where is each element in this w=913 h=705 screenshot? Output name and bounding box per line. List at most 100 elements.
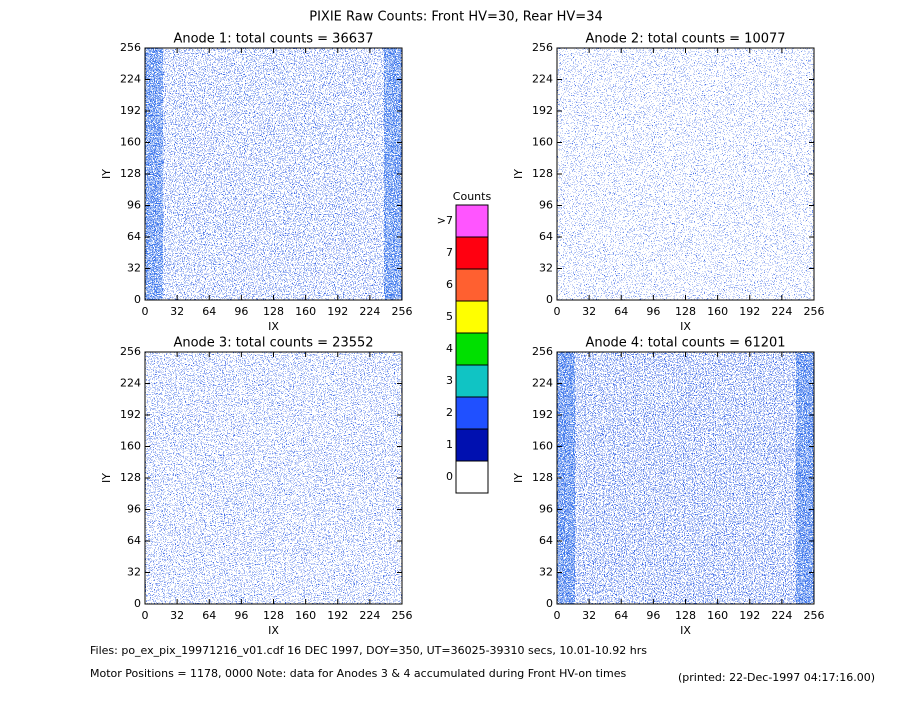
- colorbar-label: 3: [446, 374, 453, 387]
- colorbar-label: >7: [437, 214, 453, 227]
- y-tick-label: 64: [127, 230, 141, 243]
- colorbar-swatch: [455, 428, 489, 462]
- x-tick-label: 256: [804, 609, 825, 622]
- y-tick-label: 128: [120, 167, 141, 180]
- y-tick-label: 64: [127, 534, 141, 547]
- y-tick-label: 0: [546, 597, 553, 610]
- colorbar-label: 1: [446, 438, 453, 451]
- y-tick-label: 160: [120, 136, 141, 149]
- y-tick-label: 0: [134, 597, 141, 610]
- y-tick-label: 32: [127, 566, 141, 579]
- y-tick-label: 32: [539, 566, 553, 579]
- x-tick-label: 256: [392, 609, 413, 622]
- colorbar-swatch: [455, 204, 489, 238]
- colorbar-swatch: [455, 364, 489, 398]
- x-tick-label: 128: [675, 305, 696, 318]
- y-tick-label: 0: [134, 293, 141, 306]
- x-tick-label: 32: [582, 609, 596, 622]
- x-tick-label: 64: [614, 305, 628, 318]
- heatmap-texture: [145, 352, 402, 604]
- x-tick-label: 160: [707, 609, 728, 622]
- x-tick-label: 128: [675, 609, 696, 622]
- panel-title: Anode 2: total counts = 10077: [585, 32, 785, 47]
- y-tick-label: 192: [532, 104, 553, 117]
- x-tick-label: 96: [646, 609, 660, 622]
- y-tick-label: 0: [546, 293, 553, 306]
- footer-note: Motor Positions = 1178, 0000 Note: data …: [90, 667, 626, 680]
- x-axis-label: IX: [680, 624, 691, 637]
- x-tick-label: 192: [327, 609, 348, 622]
- y-tick-label: 256: [120, 41, 141, 54]
- heatmap-texture: [557, 352, 814, 604]
- x-tick-label: 224: [771, 305, 792, 318]
- x-tick-label: 192: [739, 609, 760, 622]
- y-tick-label: 192: [120, 408, 141, 421]
- colorbar-title: Counts: [453, 190, 492, 203]
- page-title: PIXIE Raw Counts: Front HV=30, Rear HV=3…: [309, 10, 603, 25]
- x-tick-label: 256: [804, 305, 825, 318]
- x-tick-label: 96: [646, 305, 660, 318]
- x-tick-label: 96: [234, 609, 248, 622]
- x-axis-label: IX: [680, 320, 691, 333]
- colorbar-swatch: [455, 300, 489, 334]
- y-tick-label: 96: [539, 199, 553, 212]
- y-tick-label: 32: [539, 262, 553, 275]
- colorbar-label: 7: [446, 246, 453, 259]
- y-tick-label: 64: [539, 230, 553, 243]
- y-tick-label: 160: [532, 136, 553, 149]
- footer-printed: (printed: 22-Dec-1997 04:17:16.00): [678, 671, 875, 684]
- y-tick-label: 256: [532, 345, 553, 358]
- panel-title: Anode 3: total counts = 23552: [173, 336, 373, 351]
- x-tick-label: 160: [295, 305, 316, 318]
- colorbar-swatch: [455, 268, 489, 302]
- x-tick-label: 64: [614, 609, 628, 622]
- x-tick-label: 224: [359, 609, 380, 622]
- y-axis-label: IY: [512, 169, 525, 179]
- x-tick-label: 256: [392, 305, 413, 318]
- colorbar-label: 6: [446, 278, 453, 291]
- y-tick-label: 32: [127, 262, 141, 275]
- x-tick-label: 0: [142, 609, 149, 622]
- y-axis-label: IY: [100, 169, 113, 179]
- x-tick-label: 32: [170, 609, 184, 622]
- footer-files: Files: po_ex_pix_19971216_v01.cdf 16 DEC…: [90, 644, 647, 657]
- x-tick-label: 192: [739, 305, 760, 318]
- x-tick-label: 128: [263, 305, 284, 318]
- y-tick-label: 224: [532, 377, 553, 390]
- y-tick-label: 128: [532, 167, 553, 180]
- y-tick-label: 96: [127, 503, 141, 516]
- y-tick-label: 128: [532, 471, 553, 484]
- y-tick-label: 192: [532, 408, 553, 421]
- y-tick-label: 160: [532, 440, 553, 453]
- y-tick-label: 96: [127, 199, 141, 212]
- x-tick-label: 224: [771, 609, 792, 622]
- colorbar-swatch: [455, 332, 489, 366]
- colorbar-label: 2: [446, 406, 453, 419]
- x-tick-label: 128: [263, 609, 284, 622]
- y-tick-label: 96: [539, 503, 553, 516]
- y-tick-label: 224: [120, 73, 141, 86]
- y-tick-label: 224: [532, 73, 553, 86]
- heatmap-texture: [557, 48, 814, 300]
- x-tick-label: 32: [582, 305, 596, 318]
- y-axis-label: IY: [100, 473, 113, 483]
- y-tick-label: 256: [532, 41, 553, 54]
- colorbar-label: 4: [446, 342, 453, 355]
- y-tick-label: 256: [120, 345, 141, 358]
- x-tick-label: 0: [554, 305, 561, 318]
- y-tick-label: 192: [120, 104, 141, 117]
- x-axis-label: IX: [268, 624, 279, 637]
- panel-title: Anode 1: total counts = 36637: [173, 32, 373, 47]
- x-tick-label: 224: [359, 305, 380, 318]
- x-tick-label: 64: [202, 609, 216, 622]
- colorbar-swatch: [455, 396, 489, 430]
- heatmap-texture: [145, 48, 402, 300]
- colorbar-swatch: [455, 460, 489, 494]
- x-tick-label: 160: [295, 609, 316, 622]
- colorbar-label: 0: [446, 470, 453, 483]
- y-tick-label: 64: [539, 534, 553, 547]
- x-tick-label: 64: [202, 305, 216, 318]
- x-tick-label: 96: [234, 305, 248, 318]
- panel-title: Anode 4: total counts = 61201: [585, 336, 785, 351]
